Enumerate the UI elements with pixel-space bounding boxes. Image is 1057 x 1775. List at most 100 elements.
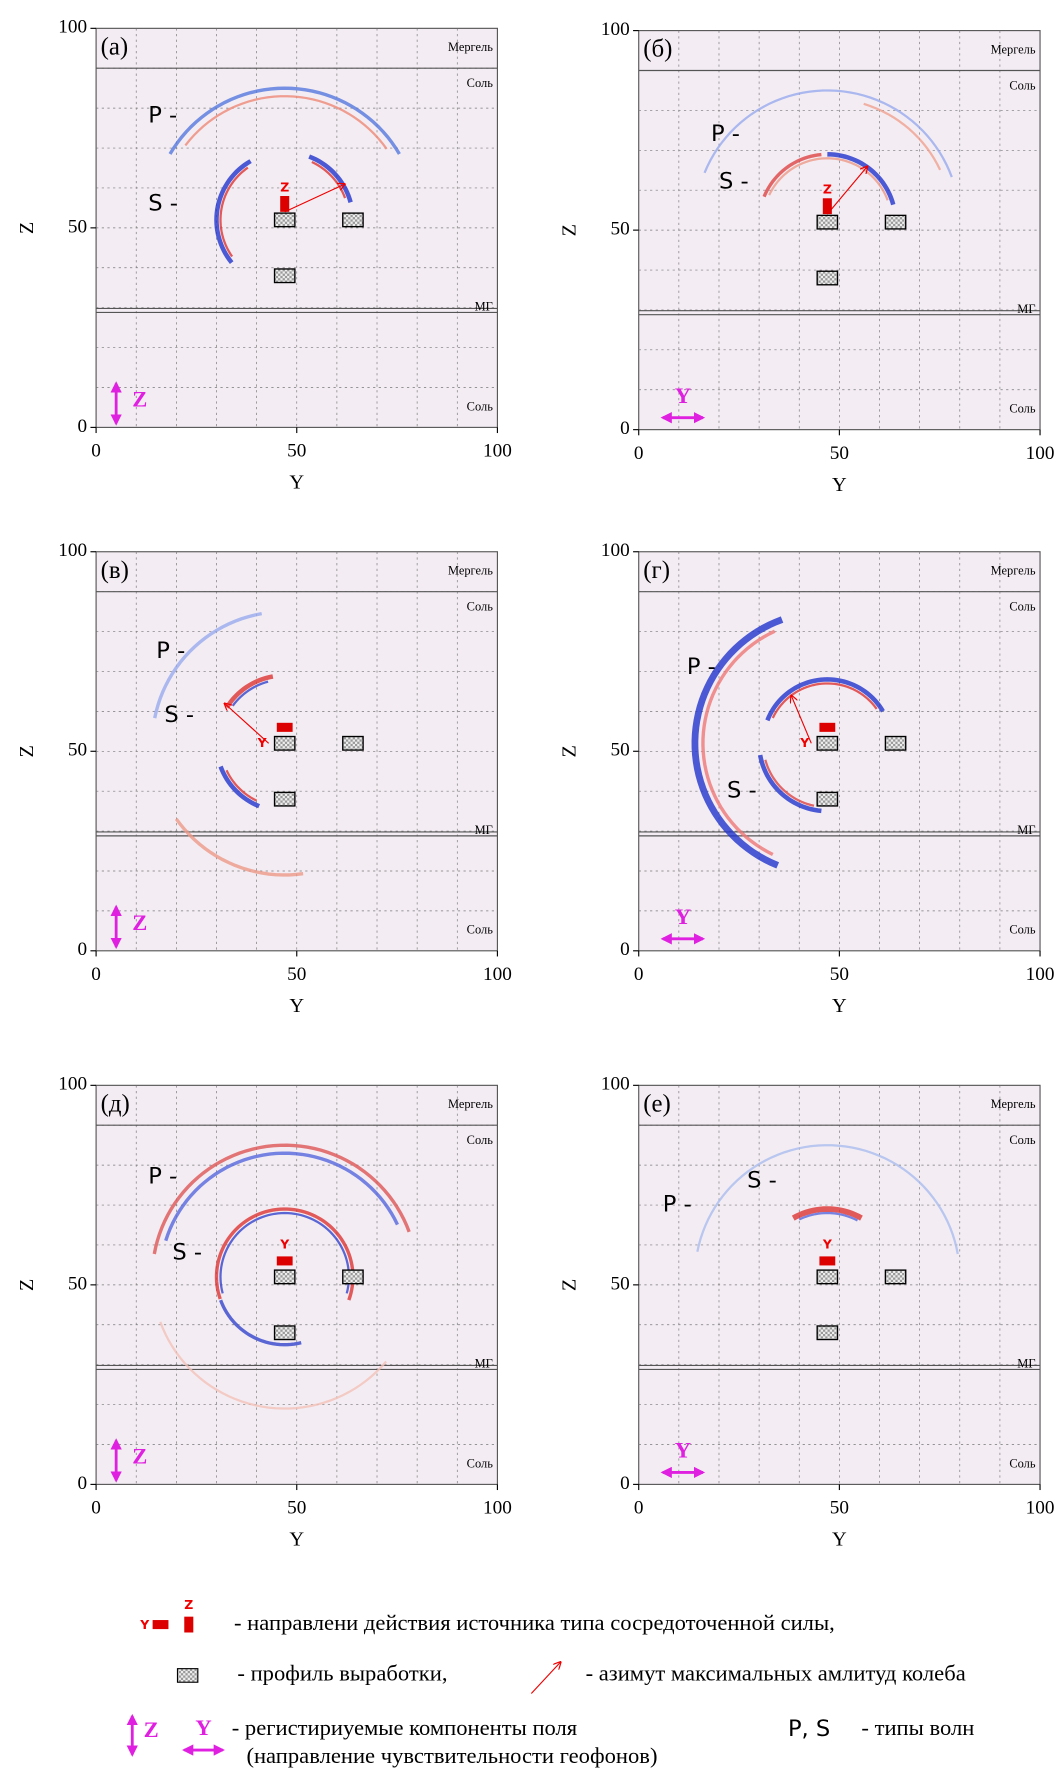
panel-label: (в) xyxy=(101,557,129,584)
source-label: Y xyxy=(279,1236,290,1251)
x-tick-label: 100 xyxy=(1026,1498,1055,1519)
wave-label: P - xyxy=(687,654,716,680)
x-tick-label: 50 xyxy=(287,964,306,985)
wave-front xyxy=(219,1211,351,1294)
wave-front xyxy=(152,1143,411,1255)
wave-front xyxy=(771,682,878,719)
legend-icon xyxy=(184,1616,194,1633)
x-tick-label: 50 xyxy=(830,1498,849,1519)
layer-label: Мергель xyxy=(991,42,1036,56)
wave-front xyxy=(696,1144,959,1255)
layer-label: МГ xyxy=(475,823,493,837)
source-label: Y xyxy=(257,735,268,750)
wave-front xyxy=(153,611,263,719)
panel: Мергель Соль МГ Соль Z P - S - (б) Y 0 50 100 0 50 100… xyxy=(559,19,1055,496)
wave-label: P - xyxy=(711,121,740,147)
mine-profile xyxy=(884,735,907,751)
y-axis-label: Z xyxy=(559,745,581,757)
wave-front xyxy=(768,157,889,201)
layer-label: Соль xyxy=(467,399,494,413)
mine-profile xyxy=(884,1269,907,1285)
panel: Мергель Соль МГ Соль Y P - S - (г) Y 0 50 100 0 50 100… xyxy=(559,540,1055,1017)
y-axis-label: Z xyxy=(16,1279,38,1291)
panel: Мергель Соль МГ Соль Y P - S - (д) Z 0 50 100 0 50 100… xyxy=(16,1074,512,1551)
x-tick-label: 0 xyxy=(634,443,644,464)
mine-profile xyxy=(273,268,296,284)
y-axis-label: Z xyxy=(559,1279,581,1291)
component-label: Z xyxy=(132,910,147,935)
wave-front xyxy=(764,759,815,807)
layer-label: Мергель xyxy=(991,564,1036,578)
mine-profile xyxy=(273,1269,296,1285)
mine-profile xyxy=(816,735,839,751)
legend-text: - регистириуемые компоненты поля xyxy=(232,1715,577,1740)
mine-profile xyxy=(273,791,296,807)
panel: Мергель Соль МГ Соль Y P - S - (е) Y 0 50 100 0 50 100… xyxy=(559,1074,1055,1551)
legend-icon xyxy=(176,1668,199,1683)
legend-label: Y xyxy=(139,1617,150,1632)
wave-front xyxy=(308,154,353,203)
y-tick-label: 50 xyxy=(68,740,87,761)
x-tick-label: 0 xyxy=(91,1498,101,1519)
x-axis-label: Y xyxy=(289,995,304,1017)
mine-profile xyxy=(273,1325,296,1341)
mine-profile xyxy=(342,1269,364,1285)
y-tick-label: 100 xyxy=(601,19,630,40)
panel-label: (е) xyxy=(643,1090,671,1117)
layer-label: Мергель xyxy=(448,564,493,578)
layer-label: Соль xyxy=(467,1133,494,1147)
azimuth-arrow xyxy=(791,695,812,744)
y-tick-label: 0 xyxy=(77,1473,87,1494)
y-tick-label: 0 xyxy=(620,418,630,439)
source-icon xyxy=(822,198,832,215)
wave-label: P - xyxy=(156,638,185,664)
layer-label: Соль xyxy=(1009,1133,1036,1147)
x-tick-label: 100 xyxy=(483,1498,512,1519)
wave-front xyxy=(214,1207,355,1301)
wave-front xyxy=(701,629,776,856)
wave-label: P - xyxy=(148,1164,177,1190)
wave-front xyxy=(184,95,388,150)
mine-profile xyxy=(816,1269,839,1285)
mine-profile xyxy=(816,1325,839,1341)
y-tick-label: 100 xyxy=(601,1074,630,1095)
wave-front xyxy=(827,152,896,206)
wave-label: S - xyxy=(747,1168,777,1194)
mine-profile xyxy=(816,270,839,286)
mine-profile xyxy=(816,214,839,230)
panel-label: (д) xyxy=(101,1090,130,1117)
y-tick-label: 100 xyxy=(58,17,87,38)
x-axis-label: Y xyxy=(832,474,847,496)
x-axis-label: Y xyxy=(289,1529,304,1551)
legend-text: (направление чувствительности геофонов) xyxy=(246,1743,657,1768)
source-label: Z xyxy=(280,179,289,194)
y-tick-label: 100 xyxy=(601,540,630,561)
layer-label: Мергель xyxy=(448,1097,493,1111)
wave-label: P - xyxy=(663,1192,692,1218)
x-axis-label: Y xyxy=(832,995,847,1017)
component-label: Y xyxy=(675,383,691,408)
panel: Мергель Соль МГ Соль Y P - S - (в) Z 0 50 100 0 50 100… xyxy=(16,540,512,1017)
layer-label: Соль xyxy=(467,599,494,613)
component-label: Y xyxy=(675,1438,691,1463)
layer-label: Мергель xyxy=(448,40,493,54)
y-tick-label: 0 xyxy=(77,939,87,960)
panel-label: (а) xyxy=(101,33,129,60)
mine-profile xyxy=(816,791,839,807)
layer-label: Мергель xyxy=(991,1097,1036,1111)
wave-front xyxy=(791,1206,863,1221)
legend-icon xyxy=(530,1662,560,1694)
panel: Мергель Соль МГ Соль Z P - S - (а) Z 0 50 100 0 50 100… xyxy=(16,17,512,494)
wave-front xyxy=(863,102,942,171)
y-tick-label: 50 xyxy=(68,1273,87,1294)
layer-label: Соль xyxy=(1009,78,1036,92)
mine-profile xyxy=(342,735,364,751)
layer-label: МГ xyxy=(1017,302,1035,316)
x-axis-label: Y xyxy=(289,472,304,494)
wave-front xyxy=(224,674,274,709)
component-label: Z xyxy=(132,1444,147,1469)
legend-icon xyxy=(152,1620,169,1630)
x-tick-label: 0 xyxy=(634,1498,644,1519)
wave-front xyxy=(214,159,252,264)
